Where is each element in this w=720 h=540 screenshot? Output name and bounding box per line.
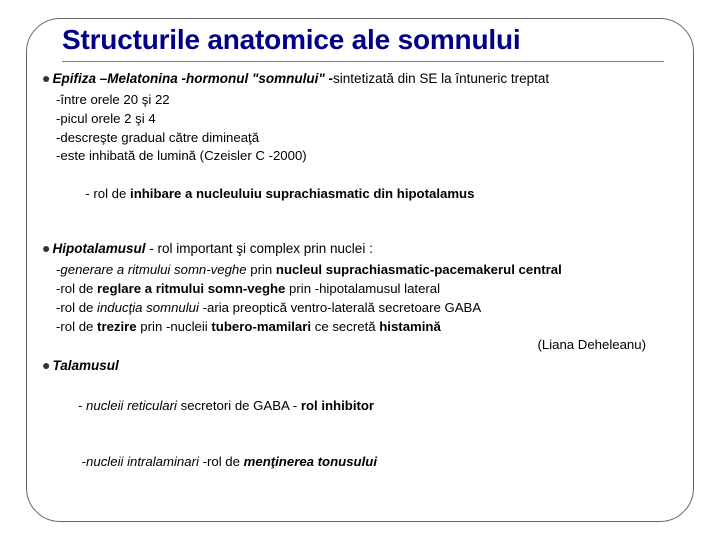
lead-bi: Talamusul: [52, 358, 118, 373]
slide-content: Structurile anatomice ale somnului ●Epif…: [62, 24, 682, 490]
bold-text: histamină: [379, 319, 441, 334]
line: -picul orele 2 şi 4: [56, 110, 682, 129]
txt: -: [71, 454, 86, 469]
txt: prin -nucleii: [137, 319, 212, 334]
title-underline: [62, 61, 664, 62]
bold-text: rol inhibitor: [301, 398, 374, 413]
line: - rol de inhibare a nucleuluiu suprachia…: [56, 166, 682, 222]
lead-rest: sintetizată din SE la întuneric treptat: [333, 71, 549, 86]
section-hipotalamus-lead: ●Hipotalamusul - rol important şi comple…: [42, 240, 682, 258]
slide-title: Structurile anatomice ale somnului: [62, 24, 682, 55]
txt: -rol de: [56, 281, 97, 296]
bold-italic-text: menţinerea tonusului: [244, 454, 377, 469]
line: -este inhibată de lumină (Czeisler C -20…: [56, 147, 682, 166]
bold-text: trezire: [97, 319, 137, 334]
txt: prin -hipotalamusul lateral: [285, 281, 440, 296]
txt: -rol de: [56, 319, 97, 334]
bold-text: nucleul suprachiasmatic-pacemakerul cent…: [276, 262, 562, 277]
lead-bi1: Epifiza –Melatonina -: [52, 71, 186, 86]
txt: -: [71, 398, 86, 413]
line: -între orele 20 şi 22: [56, 91, 682, 110]
bullet-icon: ●: [42, 357, 50, 373]
line: -nucleii intralaminari -rol de menţinere…: [56, 434, 682, 490]
line: -rol de inducţia somnului -aria preoptic…: [56, 299, 682, 318]
bold-text: tubero-mamilari: [211, 319, 311, 334]
lead-rest: - rol important şi complex prin nuclei :: [145, 241, 372, 256]
bullet-icon: ●: [42, 240, 50, 256]
lead-bi2: hormonul "somnului" -: [186, 71, 333, 86]
txt: -aria preoptică ventro-laterală secretoa…: [203, 300, 482, 315]
lead-bi: Hipotalamusul: [52, 241, 145, 256]
italic-text: inducţia somnului: [97, 300, 203, 315]
author-name: Czeisler C: [204, 148, 265, 163]
txt: -2000): [265, 148, 307, 163]
txt: -rol de: [203, 454, 244, 469]
italic-text: nucleii intralaminari: [86, 454, 203, 469]
section-epifiza-lead: ●Epifiza –Melatonina -hormonul "somnului…: [42, 70, 682, 88]
bold-text: reglare a ritmului somn-veghe: [97, 281, 285, 296]
txt: prin: [247, 262, 276, 277]
credit: (Liana Deheleanu): [56, 336, 682, 355]
bold-text: inhibare a nucleuluiu suprachiasmatic di…: [130, 186, 474, 201]
txt: secretori de GABA -: [177, 398, 301, 413]
txt: -rol de: [56, 300, 97, 315]
italic-text: generare a ritmului somn-veghe: [60, 262, 246, 277]
txt: ce secretă: [311, 319, 379, 334]
txt: -este inhibată de lumină (: [56, 148, 204, 163]
section-talamus-lead: ●Talamusul: [42, 357, 682, 375]
italic-text: nucleii reticulari: [86, 398, 177, 413]
line: -descreşte gradual către dimineaţă: [56, 129, 682, 148]
line: -generare a ritmului somn-veghe prin nuc…: [56, 261, 682, 280]
line: -rol de reglare a ritmului somn-veghe pr…: [56, 280, 682, 299]
bullet-icon: ●: [42, 70, 50, 86]
line: -rol de trezire prin -nucleii tubero-mam…: [56, 318, 682, 337]
txt: - rol de: [71, 186, 130, 201]
line: - nucleii reticulari secretori de GABA -…: [56, 378, 682, 434]
